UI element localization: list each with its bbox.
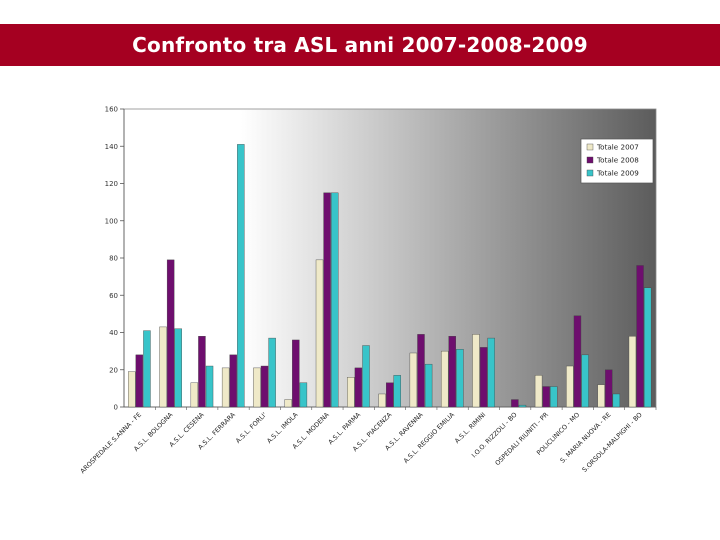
bar-2-4 <box>229 354 237 408</box>
bar-1-8 <box>347 377 355 408</box>
bar-3-16 <box>612 393 621 408</box>
bar-2-5 <box>260 365 269 408</box>
y-tick-label: 140 <box>105 143 118 151</box>
x-tick-label: A.S.L. RIMINI <box>453 411 487 445</box>
bar-1-9 <box>378 393 386 408</box>
bar-2-16 <box>605 369 613 408</box>
bar-1-4 <box>221 367 230 408</box>
bar-3-5 <box>268 337 276 408</box>
bar-1-3 <box>190 382 199 408</box>
x-tick-label: S.ORSOLA-MALPIGHI - BO <box>581 411 644 474</box>
slide-title: Confronto tra ASL anni 2007-2008-2009 <box>132 33 588 57</box>
bar-2-1 <box>135 354 144 408</box>
bar-1-11 <box>440 350 449 408</box>
bar-2-10 <box>417 334 425 408</box>
x-tick-label: AROSPEDALE S.ANNA - FE <box>79 411 143 475</box>
bar-3-10 <box>424 363 433 408</box>
bar-3-6 <box>299 382 308 408</box>
x-axis-labels: AROSPEDALE S.ANNA - FEA.S.L. BOLOGNAA.S.… <box>79 410 644 475</box>
bar-2-7 <box>323 192 331 408</box>
bar-2-8 <box>354 367 363 408</box>
bar-3-8 <box>362 345 370 408</box>
bar-2-11 <box>448 336 456 408</box>
bar-3-2 <box>174 328 182 408</box>
bar-2-15 <box>573 315 582 408</box>
bar-3-7 <box>331 192 339 408</box>
legend-label: Totale 2009 <box>596 169 639 178</box>
bar-1-12 <box>472 334 480 408</box>
bar-2-9 <box>386 382 394 408</box>
bar-3-17 <box>643 287 652 408</box>
bar-1-7 <box>315 259 324 408</box>
bar-2-13 <box>511 399 519 408</box>
y-tick-label: 40 <box>109 329 118 337</box>
bar-3-9 <box>393 375 401 408</box>
title-bar: Confronto tra ASL anni 2007-2008-2009 <box>0 24 720 66</box>
bar-2-3 <box>198 336 206 408</box>
bar-2-2 <box>166 259 175 408</box>
bar-3-3 <box>205 365 214 408</box>
bar-1-1 <box>128 371 136 408</box>
bar-2-6 <box>292 339 300 408</box>
bar-chart: 0 20 40 60 80 100 120 140 160 AROSPEDALE S.ANNA … <box>79 106 657 475</box>
bar-3-11 <box>456 349 464 408</box>
bar-3-14 <box>550 386 558 408</box>
y-tick-label: 100 <box>105 217 118 225</box>
legend-label: Totale 2008 <box>596 156 639 165</box>
bar-2-14 <box>542 386 550 408</box>
bar-3-13 <box>518 404 527 408</box>
y-tick-label: 0 <box>114 404 118 412</box>
legend-swatch <box>586 156 594 164</box>
bar-1-6 <box>284 399 292 408</box>
legend-label: Totale 2007 <box>596 143 639 152</box>
legend-swatch <box>586 143 594 151</box>
x-tick-label: A.S.L. FORLI' <box>234 411 268 445</box>
bar-2-12 <box>479 347 488 408</box>
bar-1-15 <box>566 365 574 408</box>
y-tick-label: 60 <box>109 292 118 300</box>
y-tick-label: 20 <box>109 366 118 374</box>
bar-3-12 <box>487 337 495 408</box>
bar-3-15 <box>581 354 589 408</box>
y-tick-label: 80 <box>109 255 118 263</box>
bars <box>128 144 657 410</box>
bar-1-16 <box>597 384 605 408</box>
x-tick-label: OSPEDALI RIUNITI - PR <box>493 410 550 467</box>
bar-1-5 <box>253 367 261 408</box>
bar-3-4 <box>237 144 245 408</box>
bar-2-17 <box>636 265 644 408</box>
bar-1-14 <box>534 375 543 408</box>
bar-3-1 <box>143 330 151 408</box>
y-tick-label: 120 <box>105 180 118 188</box>
plot-area <box>123 108 657 408</box>
legend: Totale 2007 Totale 2008 Totale 2009 <box>580 138 654 184</box>
bar-1-10 <box>409 352 418 408</box>
bar-1-2 <box>159 326 167 408</box>
y-tick-label: 160 <box>105 106 118 114</box>
legend-swatch <box>586 169 594 177</box>
bar-1-17 <box>628 336 637 408</box>
